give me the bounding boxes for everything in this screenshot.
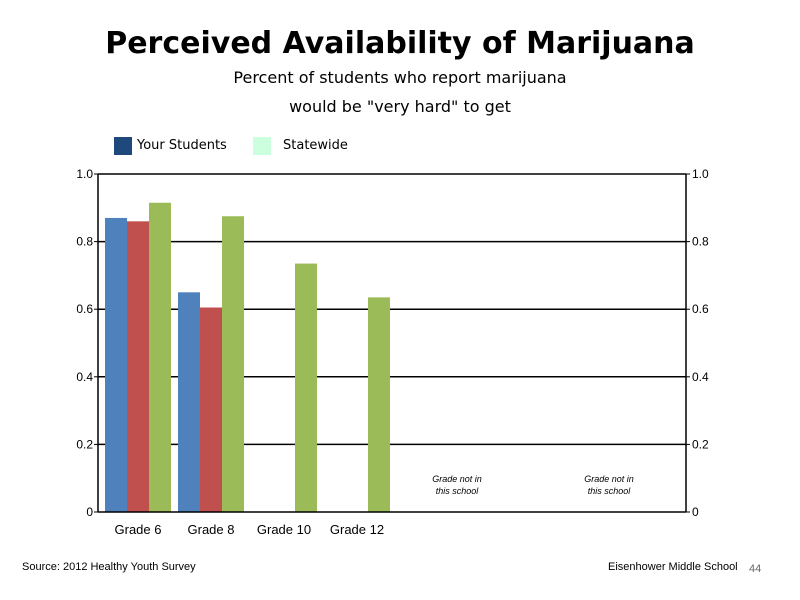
- y-tick-label-right: 0.2: [692, 437, 709, 451]
- annotation-line2: this school: [588, 486, 632, 496]
- annotation-line2: this school: [436, 486, 480, 496]
- y-tick-label-left: 0.2: [76, 437, 93, 451]
- annotation-line1: Grade not in: [432, 474, 482, 484]
- page-number: 44: [749, 563, 762, 575]
- y-tick-label-left: 0.6: [76, 302, 93, 316]
- y-tick-label-right: 0.6: [692, 302, 709, 316]
- x-tick-label: Grade 6: [115, 522, 162, 537]
- y-tick-label-left: 0.4: [76, 370, 93, 384]
- bar: [368, 297, 390, 512]
- y-tick-label-left: 0.8: [76, 235, 93, 249]
- bar: [200, 307, 222, 512]
- x-tick-label: Grade 10: [257, 522, 311, 537]
- legend-swatch-your-students: [114, 137, 132, 155]
- bar: [105, 217, 127, 512]
- bar: [295, 263, 317, 512]
- bar: [178, 292, 200, 512]
- x-tick-label: Grade 12: [330, 522, 384, 537]
- legend-swatch-statewide: [253, 137, 271, 155]
- x-tick-label: Grade 8: [188, 522, 235, 537]
- y-tick-label-left: 1.0: [76, 167, 93, 181]
- bar: [127, 221, 149, 512]
- legend-label-statewide: Statewide: [283, 138, 348, 153]
- chart-subtitle-line1: Percent of students who report marijuana: [233, 68, 567, 87]
- y-tick-label-right: 0.4: [692, 370, 709, 384]
- legend-label-your-students: Your Students: [137, 138, 227, 153]
- y-tick-label-right: 0.8: [692, 235, 709, 249]
- source-note: Source: 2012 Healthy Youth Survey: [22, 561, 196, 573]
- y-tick-label-left: 0: [86, 505, 93, 519]
- chart-title: Perceived Availability of Marijuana: [105, 26, 695, 61]
- annotation-line1: Grade not in: [584, 474, 634, 484]
- bar: [149, 202, 171, 513]
- y-tick-label-right: 1.0: [692, 167, 709, 181]
- chart-subtitle-line2: would be "very hard" to get: [289, 97, 511, 116]
- school-name: Eisenhower Middle School: [608, 561, 738, 573]
- y-tick-label-right: 0: [692, 505, 699, 519]
- bar: [222, 216, 244, 512]
